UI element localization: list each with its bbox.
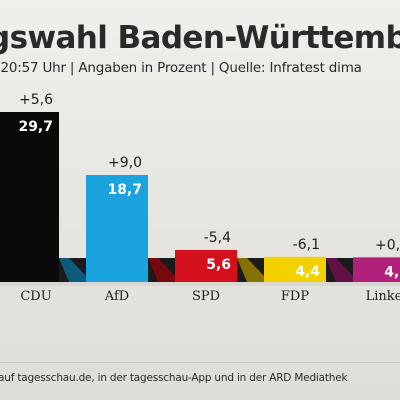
category-label: CDU <box>20 289 51 304</box>
value-label: 29,7 <box>18 119 53 135</box>
floor-connector <box>148 258 175 282</box>
value-label: 4,4 <box>295 264 320 280</box>
bar-spd <box>175 249 237 282</box>
floor-connector <box>237 258 264 282</box>
change-label: +5,6 <box>19 92 53 108</box>
floor-connector <box>326 258 353 282</box>
change-label: -6,1 <box>293 237 320 253</box>
floor-connector <box>59 258 86 282</box>
bar-fdp <box>264 256 326 282</box>
change-label: -5,4 <box>204 230 231 246</box>
bar-afd <box>86 174 148 282</box>
category-label: Linke <box>366 289 400 304</box>
change-label: +0,7 <box>375 237 400 253</box>
chart-subtitle-area: g 20:57 Uhr | Angaben in Prozent | Quell… <box>0 60 400 80</box>
category-label: SPD <box>192 289 220 304</box>
chart-subtitle: g 20:57 Uhr | Angaben in Prozent | Quell… <box>0 60 362 76</box>
value-label: 4,3 <box>384 264 400 280</box>
bar-cdu <box>0 112 59 282</box>
footer-divider <box>0 362 400 363</box>
category-label: FDP <box>281 289 309 304</box>
value-label: 18,7 <box>107 182 142 198</box>
value-label: 5,6 <box>206 257 231 273</box>
footer-text: auf tagesschau.de, in der tagesschau-App… <box>0 372 348 384</box>
chart-title-area: gswahl Baden-Württemberg 2 <box>0 20 400 60</box>
change-label: +9,0 <box>108 155 142 171</box>
chart-title: gswahl Baden-Württemberg 2 <box>0 20 400 56</box>
footer-area: auf tagesschau.de, in der tagesschau-App… <box>0 372 400 388</box>
floor-edge <box>0 282 400 286</box>
bar-linke <box>353 257 400 282</box>
category-label: AfD <box>104 289 129 304</box>
